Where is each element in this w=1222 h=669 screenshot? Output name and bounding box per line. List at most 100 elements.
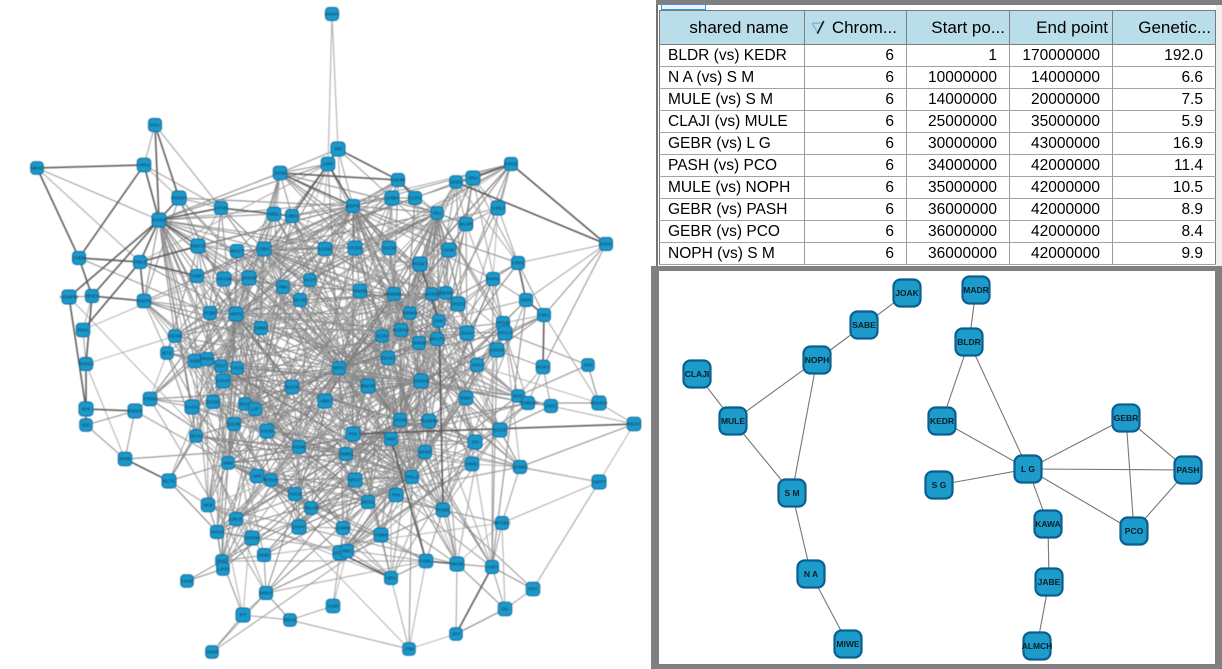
svg-text:EEPS: EEPS [347,204,360,210]
svg-text:DWJW: DWJW [391,178,406,184]
svg-text:FBIM: FBIM [375,533,386,539]
svg-text:IFT: IFT [239,613,246,619]
svg-text:JSEGN: JSEGN [413,379,430,385]
svg-text:RPIB: RPIB [119,457,130,463]
svg-text:KOOOG: KOOOG [488,348,506,354]
svg-text:OHCO: OHCO [451,302,466,308]
svg-text:KSCE: KSCE [493,428,506,434]
svg-text:LBLG: LBLG [230,517,243,523]
svg-text:ICGT: ICGT [304,278,316,284]
svg-text:BUCN: BUCN [285,385,299,391]
svg-text:PHI: PHI [392,493,400,499]
svg-text:MADR: MADR [963,285,989,295]
svg-text:ATSH: ATSH [349,246,362,252]
svg-text:MIWE: MIWE [836,639,859,649]
svg-text:NHF: NHF [513,394,523,400]
svg-text:HDLSN: HDLSN [303,506,320,512]
svg-text:DAIHH: DAIHH [325,12,340,18]
svg-text:WLOR: WLOR [459,222,474,228]
svg-text:KHI: KHI [82,407,90,413]
svg-text:MDL: MDL [269,212,279,218]
svg-text:MFOEU: MFOEU [493,521,511,527]
svg-text:KEDR: KEDR [930,416,954,426]
svg-text:CLAJI: CLAJI [685,369,710,379]
svg-text:JNKM: JNKM [412,341,425,347]
svg-text:ONBG: ONBG [339,452,353,458]
svg-text:LGIW: LGIW [319,247,332,253]
svg-text:JNF: JNF [334,147,343,153]
svg-text:JTM: JTM [404,647,413,653]
svg-text:KPAD: KPAD [505,162,518,168]
svg-text:PASH: PASH [1177,465,1200,475]
svg-text:NSSU: NSSU [361,500,375,506]
svg-text:NBAC: NBAC [30,166,44,172]
svg-text:KAWA: KAWA [1035,519,1061,529]
svg-text:JOAK: JOAK [895,288,919,298]
svg-text:HME: HME [467,462,478,468]
svg-text:RSUKO: RSUKO [590,401,607,407]
svg-text:KDHGG: KDHGG [423,292,441,298]
svg-text:PALJ: PALJ [406,475,418,481]
svg-text:WSHK: WSHK [242,276,257,282]
svg-text:SPEGJ: SPEGJ [78,362,94,368]
svg-text:OIL: OIL [501,607,509,613]
svg-text:HCB: HCB [444,248,454,254]
svg-text:BLDR: BLDR [957,337,981,347]
svg-text:IDD: IDD [82,423,91,429]
svg-text:ALMCH: ALMCH [1022,641,1053,651]
svg-text:GCNNK: GCNNK [511,465,529,471]
svg-text:DHHC: DHHC [599,242,613,248]
svg-text:RNSO: RNSO [627,422,641,428]
svg-text:KUKDJ: KUKDJ [393,328,409,334]
svg-text:OEIEH: OEIEH [85,294,100,300]
svg-text:AHG: AHG [487,565,498,571]
svg-text:GLNC: GLNC [381,356,395,362]
svg-text:PGSET: PGSET [412,262,428,268]
svg-text:PCBD: PCBD [203,311,217,317]
svg-text:JDT: JDT [452,632,461,638]
svg-text:EHFF: EHFF [293,525,306,531]
svg-text:AMTT: AMTT [592,480,605,486]
svg-text:JHI: JHI [471,440,478,446]
svg-text:PRRF: PRRF [200,357,213,363]
svg-text:AFKN: AFKN [211,530,224,536]
svg-text:BDUN: BDUN [283,618,297,624]
svg-text:GEBR: GEBR [1114,413,1139,423]
svg-text:IELC: IELC [240,402,251,408]
svg-text:SEIJU: SEIJU [189,434,203,440]
svg-text:WWDBM: WWDBM [384,292,404,298]
svg-text:HACW: HACW [382,246,397,252]
svg-text:DCSG: DCSG [206,400,220,406]
svg-text:IOJN: IOJN [377,334,388,340]
svg-text:DTHT: DTHT [217,379,230,385]
svg-text:BNAR: BNAR [361,384,375,390]
svg-text:SAJJ: SAJJ [461,331,473,337]
svg-text:PFCJ: PFCJ [499,331,512,337]
svg-text:UGEL: UGEL [449,180,462,186]
svg-text:ABH: ABH [320,399,330,405]
svg-text:CHF: CHF [434,319,444,325]
svg-text:PDT: PDT [528,587,538,593]
svg-text:KGW: KGW [293,445,305,451]
svg-text:ADCE: ADCE [288,492,301,498]
svg-text:UIBO: UIBO [286,214,298,220]
svg-text:DDN: DDN [521,298,532,304]
svg-text:ROBSH: ROBSH [519,401,537,407]
svg-text:GMK: GMK [259,553,271,559]
svg-text:HBK: HBK [278,285,289,291]
svg-text:MSKA: MSKA [259,591,273,597]
svg-text:NTU: NTU [472,363,482,369]
svg-text:BTS: BTS [162,351,171,357]
svg-text:ACWNE: ACWNE [334,526,352,532]
svg-text:HRU: HRU [139,163,150,169]
svg-text:NEB: NEB [203,503,213,509]
svg-text:IRU: IRU [433,211,442,217]
svg-text:SJUW: SJUW [227,422,241,428]
svg-text:TTRKI: TTRKI [143,397,157,403]
svg-text:JHG: JHG [583,363,593,369]
svg-text:SSITN: SSITN [137,299,152,305]
svg-text:OWLF: OWLF [133,260,147,266]
svg-text:UWF: UWF [192,274,203,280]
svg-text:ASJD: ASJD [261,429,274,435]
svg-text:WULT: WULT [230,249,243,255]
